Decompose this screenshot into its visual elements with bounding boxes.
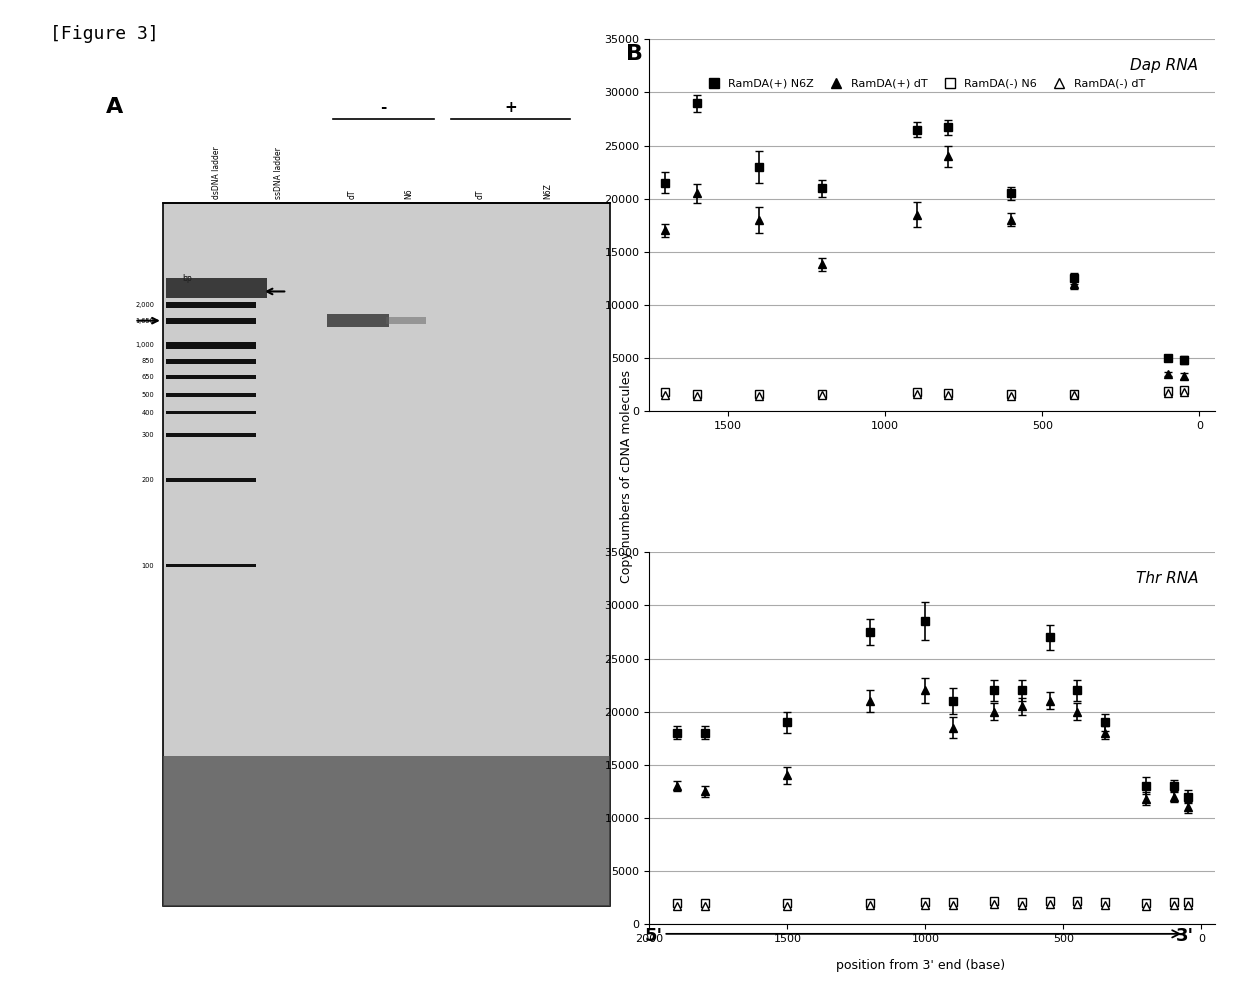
Bar [166,278,268,298]
Text: bp: bp [182,273,192,283]
Text: N6: N6 [404,188,413,199]
Bar [166,564,257,567]
Text: -: - [381,99,387,115]
Text: 400: 400 [141,410,154,416]
Bar [166,302,257,308]
Text: Thr RNA: Thr RNA [1136,571,1198,586]
Bar [166,376,257,379]
Text: A: A [107,97,124,117]
Text: dT: dT [475,189,484,199]
Bar [166,359,257,364]
Text: 300: 300 [141,432,154,437]
Bar [162,203,610,906]
Bar [166,411,257,415]
Legend: RamDA(+) N6Z, RamDA(+) dT, RamDA(-) N6, RamDA(-) dT: RamDA(+) N6Z, RamDA(+) dT, RamDA(-) N6, … [698,75,1149,93]
Text: 5': 5' [645,927,663,945]
Text: [Figure 3]: [Figure 3] [50,25,159,42]
Text: 1,000: 1,000 [135,342,154,348]
Text: 850: 850 [141,359,154,365]
Bar [327,315,389,326]
Bar [166,478,257,482]
Bar [166,393,257,397]
Text: 100: 100 [141,562,154,569]
Text: dT: dT [347,189,357,199]
Text: Dap RNA: Dap RNA [1130,58,1198,73]
Text: 650: 650 [141,375,154,380]
Text: Copy numbers of cDNA molecules: Copy numbers of cDNA molecules [620,371,632,583]
Text: B: B [626,44,644,64]
Text: 200: 200 [141,477,154,483]
Text: +: + [505,99,517,115]
Bar [166,318,257,323]
Bar [166,342,257,349]
Text: ssDNA ladder: ssDNA ladder [274,146,283,199]
Text: 500: 500 [141,392,154,398]
Text: 3': 3' [1176,927,1194,945]
Bar [162,756,610,906]
Bar [166,433,257,436]
Text: N6Z: N6Z [543,183,552,199]
Text: 2,000: 2,000 [135,302,154,308]
Text: dsDNA ladder: dsDNA ladder [212,145,221,199]
Text: position from 3' end (base): position from 3' end (base) [836,958,1004,972]
Bar [387,318,425,324]
Text: 1,650: 1,650 [135,318,154,323]
